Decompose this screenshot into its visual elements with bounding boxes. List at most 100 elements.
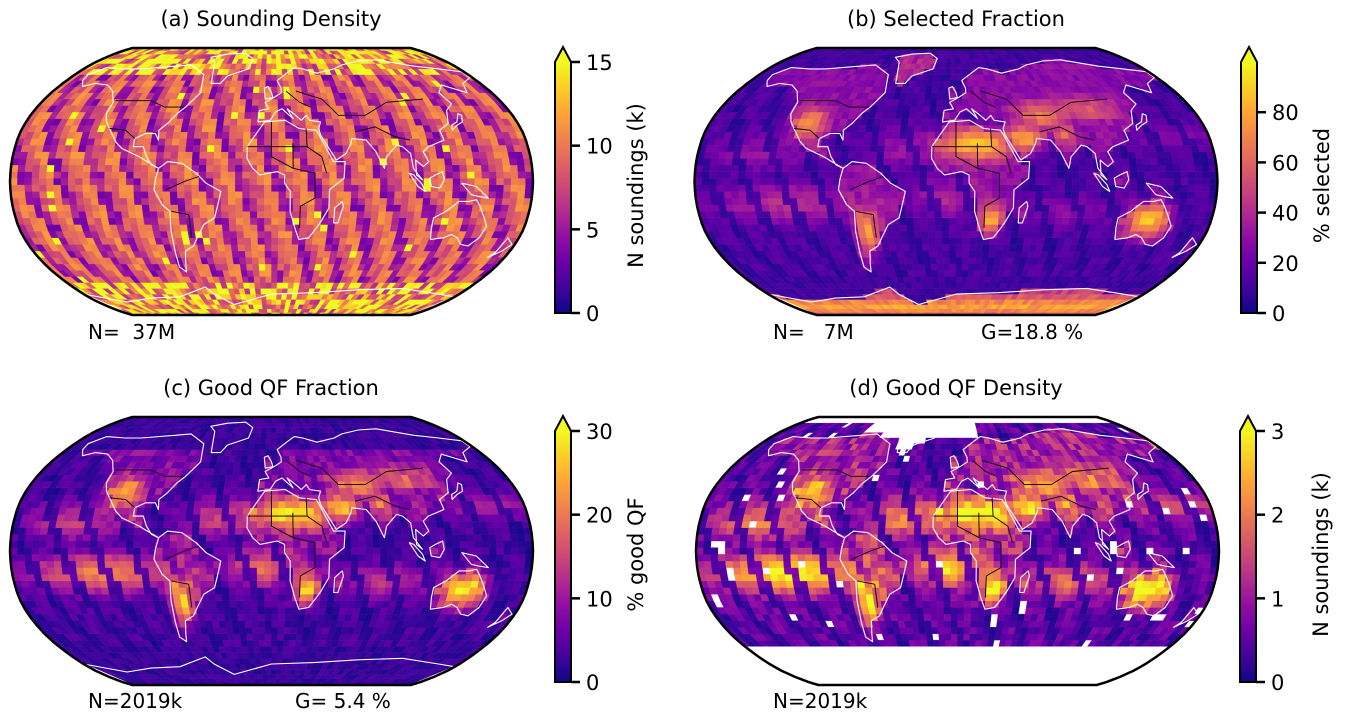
map-cell [350, 151, 359, 159]
map-cell [941, 197, 949, 205]
map-cell [776, 211, 786, 219]
map-cell [912, 178, 920, 185]
map-cell [992, 178, 1000, 185]
map-cell [114, 217, 124, 225]
map-cell [835, 224, 845, 232]
map-cell [361, 131, 371, 139]
map-cell [24, 184, 33, 192]
map-cell [112, 204, 122, 212]
map-cell [962, 224, 971, 232]
map-cell [745, 178, 753, 185]
map-cell [955, 230, 964, 238]
map-cell [1040, 217, 1049, 225]
map-cell [133, 158, 143, 166]
map-cell [1172, 191, 1181, 199]
map-cell [975, 250, 983, 258]
map-cell [242, 164, 250, 172]
map-cell [399, 211, 408, 219]
map-cell [186, 138, 195, 146]
map-cell [913, 217, 921, 225]
map-cell [805, 211, 815, 219]
map-cell [230, 244, 239, 252]
map-cell [252, 263, 260, 271]
map-cell [236, 230, 245, 238]
map-cell [1053, 224, 1062, 232]
map-cell [1047, 217, 1056, 225]
map-cell [445, 178, 454, 185]
map-cell [843, 224, 852, 232]
map-cell [264, 230, 272, 238]
map-cell [248, 74, 256, 81]
map-cell [767, 197, 777, 205]
map-cell [307, 151, 315, 159]
map-cell [47, 197, 56, 205]
map-cell [464, 204, 474, 212]
map-cell [876, 204, 885, 212]
map-cell [811, 197, 820, 205]
map-cell [984, 184, 993, 192]
map-cell [974, 257, 983, 265]
map-cell [68, 164, 77, 172]
map-cell [46, 191, 55, 199]
map-cell [240, 86, 249, 93]
map-cell [927, 204, 935, 212]
map-cell [955, 270, 963, 277]
map-cell [443, 151, 452, 159]
map-cell [213, 171, 221, 179]
map-cell [296, 257, 305, 265]
map-cell [135, 211, 144, 219]
map-cell [906, 230, 915, 238]
map-cell [934, 204, 942, 212]
map-cell [329, 178, 338, 185]
map-cell [256, 164, 265, 172]
map-cell [451, 158, 460, 166]
map-cell [111, 191, 120, 199]
map-cell [1166, 178, 1174, 185]
map-cell [942, 244, 950, 252]
map-cell [759, 171, 768, 179]
map-cell [271, 68, 278, 75]
map-cell [941, 191, 949, 199]
map-cell [92, 211, 102, 219]
map-cell [300, 184, 308, 192]
map-cell [977, 178, 986, 185]
map-cell [962, 250, 970, 258]
map-cell [193, 217, 202, 225]
map-cell [46, 178, 54, 185]
map-cell [452, 184, 461, 192]
map-cell [285, 131, 293, 139]
map-cell [191, 184, 200, 192]
map-cell [252, 92, 260, 100]
map-cell [950, 288, 957, 295]
map-cell [75, 171, 84, 179]
map-cell [1034, 204, 1043, 212]
map-cell [380, 171, 388, 179]
map-cell [317, 244, 326, 252]
map-cell [473, 164, 482, 172]
map-cell [1202, 184, 1211, 192]
map-cell [210, 244, 219, 252]
map-cell [955, 282, 962, 289]
map-cell [54, 197, 63, 205]
map-cell [32, 191, 41, 199]
map-cell [730, 178, 739, 185]
map-cell [480, 164, 490, 172]
map-cell [832, 191, 841, 199]
map-cell [241, 80, 249, 87]
map-cell [149, 144, 158, 152]
map-cell [75, 191, 84, 199]
map-cell [271, 86, 278, 93]
map-cell [271, 125, 279, 133]
map-cell [796, 171, 804, 179]
map-cell [431, 178, 439, 185]
map-cell [385, 211, 394, 219]
map-cell [98, 151, 108, 159]
map-cell [39, 158, 49, 166]
map-cell [709, 191, 718, 199]
map-cell [76, 204, 86, 212]
map-cell [178, 138, 188, 146]
map-cell [428, 151, 438, 159]
map-cell [217, 111, 226, 119]
map-cell [46, 171, 55, 179]
map-cell [1077, 204, 1086, 212]
